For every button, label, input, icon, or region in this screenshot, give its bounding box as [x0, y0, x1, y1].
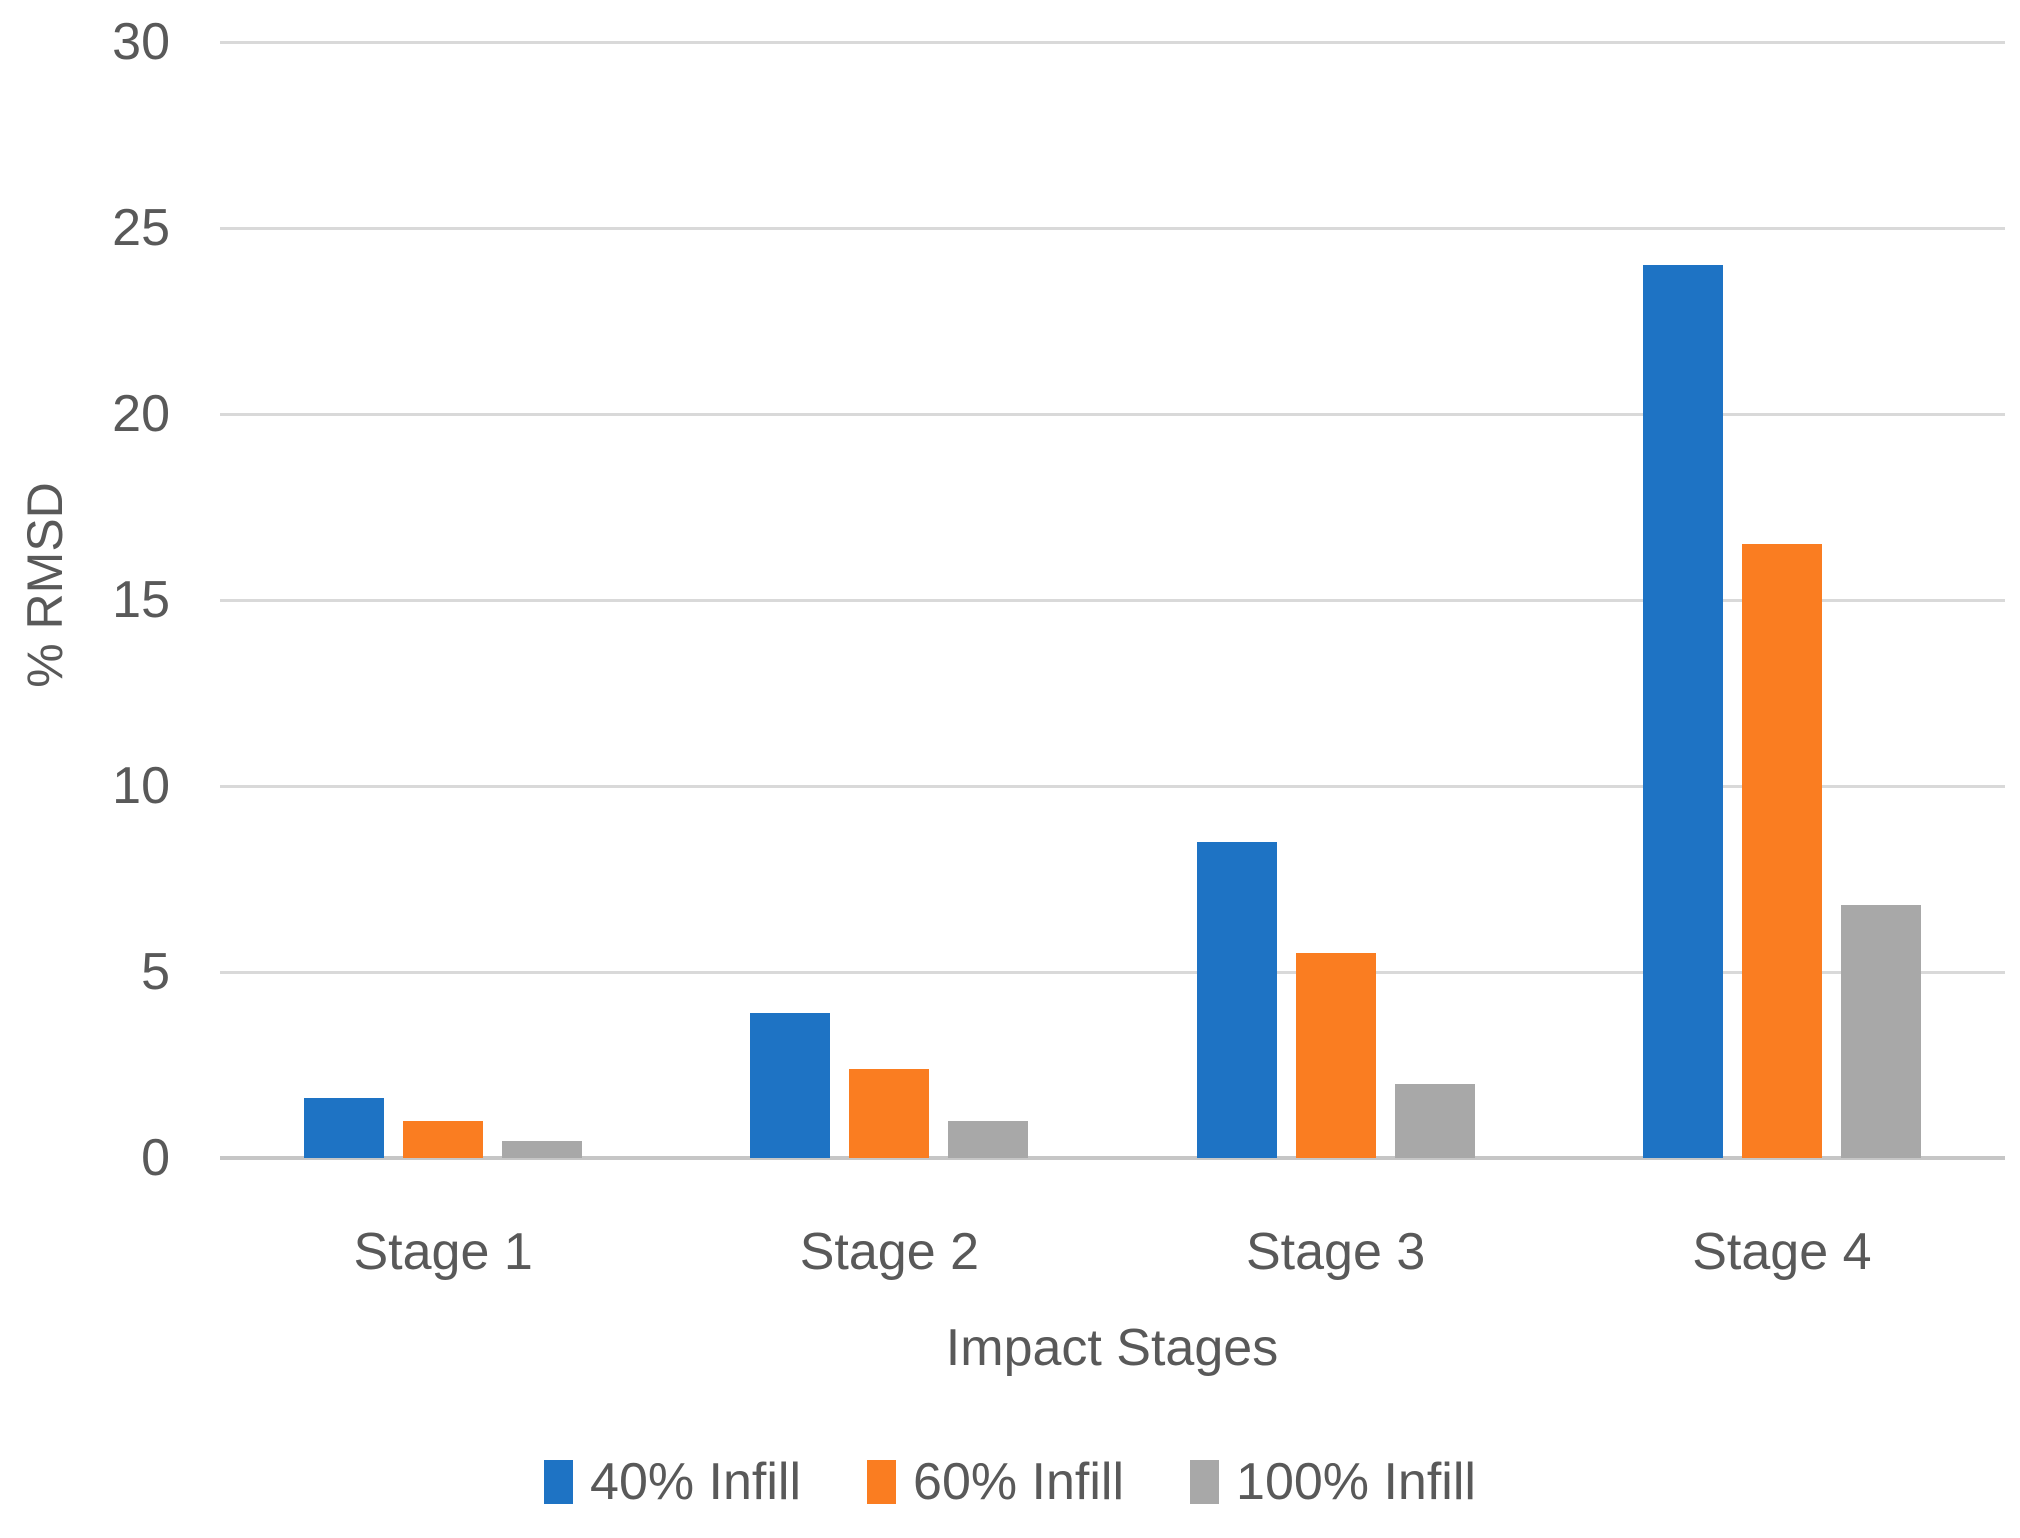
bar-stage4-60Infill: [1741, 544, 1822, 1158]
bar-stage3-100Infill: [1394, 1083, 1475, 1158]
bar-stage2-40Infill: [750, 1012, 831, 1158]
bar-stage3-60Infill: [1295, 953, 1376, 1158]
x-tick-label: Stage 1: [353, 1223, 533, 1281]
y-tick-label: 30: [112, 13, 170, 71]
gridline: [220, 226, 2005, 230]
legend-item: 60% Infill: [867, 1452, 1124, 1512]
legend-swatch-icon: [867, 1460, 897, 1504]
legend: 40% Infill 60% Infill 100% Infill: [0, 1452, 2020, 1512]
bar-stage1-60Infill: [403, 1120, 484, 1158]
gridline: [220, 598, 2005, 602]
gridline: [220, 784, 2005, 788]
legend-item: 40% Infill: [544, 1452, 801, 1512]
y-tick-label: 25: [112, 199, 170, 257]
gridline: [220, 970, 2005, 974]
y-tick-label: 0: [141, 1129, 170, 1187]
y-tick-label: 5: [141, 943, 170, 1001]
legend-label: 60% Infill: [913, 1453, 1125, 1511]
legend-item: 100% Infill: [1190, 1452, 1476, 1512]
y-tick-label: 10: [112, 757, 170, 815]
bar-stage4-100Infill: [1840, 905, 1921, 1158]
x-tick-label: Stage 3: [1245, 1223, 1426, 1281]
x-tick-label: Stage 2: [799, 1223, 979, 1281]
x-tick-label: Stage 4: [1692, 1223, 1872, 1281]
x-axis-line: [220, 1156, 2005, 1160]
bar-stage4-40Infill: [1642, 265, 1723, 1158]
bar-stage1-40Infill: [304, 1098, 385, 1158]
bar-stage3-40Infill: [1196, 841, 1277, 1158]
gridline: [220, 412, 2005, 416]
gridline: [220, 40, 2005, 44]
legend-label: 100% Infill: [1236, 1453, 1476, 1511]
y-tick-label: 20: [112, 385, 170, 443]
legend-label: 40% Infill: [590, 1453, 802, 1511]
legend-swatch-icon: [1190, 1460, 1220, 1504]
bar-stage2-60Infill: [849, 1068, 930, 1158]
y-tick-label: 15: [112, 571, 170, 629]
x-axis-title: Impact Stages: [945, 1319, 1279, 1377]
bar-stage1-100Infill: [502, 1141, 583, 1158]
bar-stage2-100Infill: [948, 1120, 1029, 1158]
plot-area: [220, 40, 2005, 1160]
legend-swatch-icon: [544, 1460, 574, 1504]
